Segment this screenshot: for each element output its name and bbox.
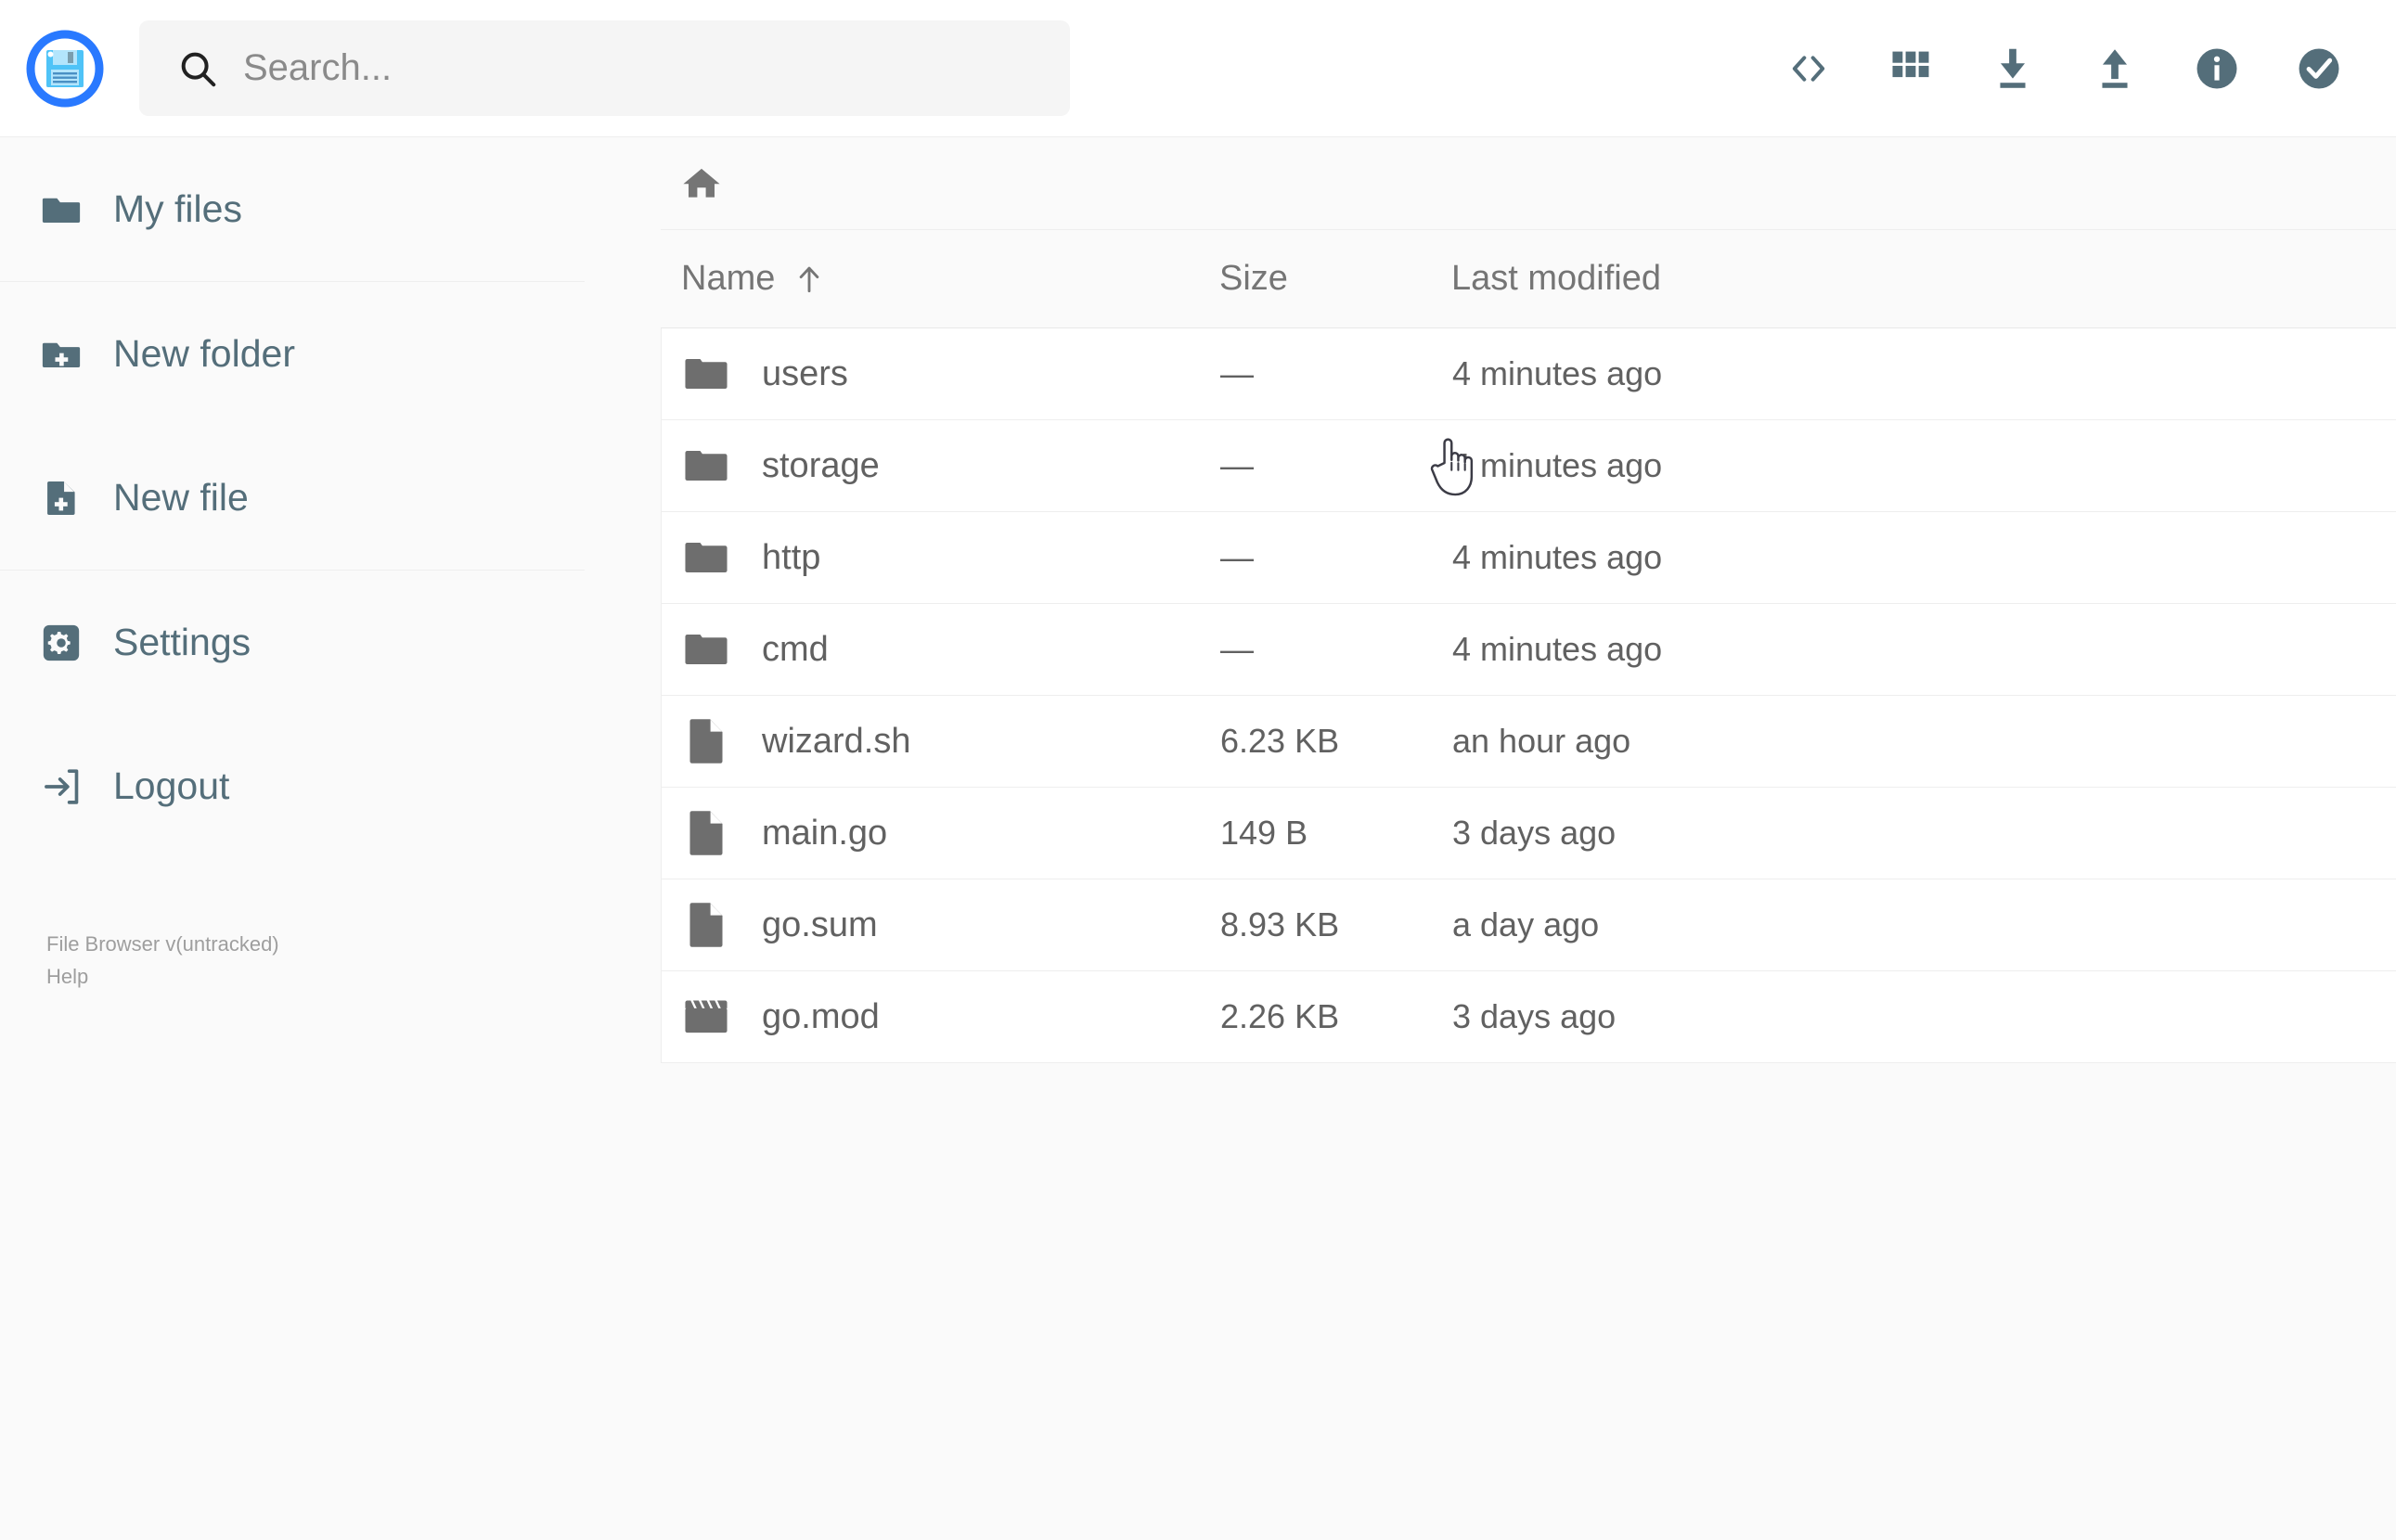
folder-icon (39, 187, 84, 232)
file-modified: 3 days ago (1452, 814, 1617, 852)
sidebar-item-label: New file (113, 476, 249, 519)
sidebar-item-label: Logout (113, 764, 230, 807)
column-header-modified[interactable]: Last modified (1451, 259, 1823, 299)
home-icon[interactable] (677, 160, 726, 208)
column-header-size[interactable]: Size (1219, 259, 1451, 299)
folder-icon (682, 440, 730, 492)
gear-icon (39, 621, 84, 665)
search-input[interactable] (243, 47, 1004, 89)
column-header-name-label: Name (681, 259, 776, 298)
column-header-modified-label: Last modified (1451, 259, 1662, 298)
file-name: users (762, 353, 848, 393)
sidebar-item-my-files[interactable]: My files (0, 137, 585, 281)
file-icon (682, 807, 730, 859)
table-row[interactable]: go.mod 2.26 KB 3 days ago (661, 971, 2396, 1063)
file-name: http (762, 537, 821, 577)
file-name: go.mod (762, 996, 880, 1036)
movie-clapper-icon (682, 991, 730, 1043)
sidebar-group-files: My files (0, 137, 585, 282)
sidebar-item-new-folder[interactable]: New folder (0, 282, 585, 426)
search-bar[interactable] (139, 20, 1070, 116)
file-modified: an hour ago (1452, 722, 1631, 760)
check-circle-icon[interactable] (2285, 34, 2353, 103)
file-size: 2.26 KB (1220, 997, 1340, 1035)
folder-icon (682, 348, 730, 400)
file-name: cmd (762, 629, 829, 669)
sidebar-group-create: New folder New file (0, 282, 585, 571)
version-label: File Browser v(untracked) (46, 932, 279, 956)
table-row[interactable]: http — 4 minutes ago (661, 512, 2396, 604)
file-size: 6.23 KB (1220, 722, 1340, 760)
file-name: go.sum (762, 905, 878, 944)
download-icon[interactable] (1978, 34, 2047, 103)
main-content: Name Size Last modified users — 4 minutes … (661, 137, 2396, 1540)
file-size: — (1220, 446, 1254, 484)
folder-icon (682, 623, 730, 675)
file-size: — (1220, 630, 1254, 668)
sidebar-item-label: My files (113, 187, 242, 230)
table-row[interactable]: cmd — 4 minutes ago (661, 604, 2396, 696)
file-size: — (1220, 354, 1254, 392)
file-name: storage (762, 445, 880, 485)
file-modified: 4 minutes ago (1452, 538, 1663, 576)
search-icon (176, 47, 219, 90)
table-row[interactable]: go.sum 8.93 KB a day ago (661, 879, 2396, 971)
sidebar-item-new-file[interactable]: New file (0, 426, 585, 570)
sidebar-group-account: Settings Logout (0, 571, 585, 858)
table-row[interactable]: main.go 149 B 3 days ago (661, 788, 2396, 879)
file-plus-icon (39, 476, 84, 520)
file-list: users — 4 minutes ago storage — 4 minutes ago… (661, 327, 2396, 1063)
table-row[interactable]: users — 4 minutes ago (661, 328, 2396, 420)
file-name: wizard.sh (762, 721, 911, 761)
sidebar-item-label: New folder (113, 332, 295, 375)
app-header (0, 0, 2396, 137)
sidebar: My files New folder (0, 137, 661, 1540)
code-brackets-icon[interactable] (1774, 34, 1843, 103)
file-modified: 3 days ago (1452, 997, 1617, 1035)
table-row[interactable]: wizard.sh 6.23 KB an hour ago (661, 696, 2396, 788)
folder-icon (682, 532, 730, 584)
table-row[interactable]: storage — 4 minutes ago (661, 420, 2396, 512)
sidebar-item-settings[interactable]: Settings (0, 571, 585, 714)
folder-plus-icon (39, 332, 84, 377)
floppy-disk-logo-icon[interactable] (20, 24, 109, 113)
sidebar-footer: File Browser v(untracked) Help (46, 928, 279, 993)
arrow-up-icon (792, 262, 827, 297)
file-size: 149 B (1220, 814, 1308, 852)
logout-icon (39, 764, 84, 809)
file-modified: 4 minutes ago (1452, 446, 1663, 484)
grid-view-icon[interactable] (1876, 34, 1945, 103)
header-action-bar (1741, 34, 2353, 103)
file-icon (682, 715, 730, 767)
breadcrumb (661, 137, 2396, 230)
upload-icon[interactable] (2080, 34, 2149, 103)
file-size: — (1220, 538, 1254, 576)
file-table-header: Name Size Last modified (661, 230, 2396, 327)
help-link[interactable]: Help (46, 965, 89, 989)
column-header-size-label: Size (1219, 259, 1288, 298)
file-modified: a day ago (1452, 905, 1600, 943)
sidebar-item-logout[interactable]: Logout (0, 714, 585, 858)
info-circle-icon[interactable] (2183, 34, 2251, 103)
file-modified: 4 minutes ago (1452, 354, 1663, 392)
sidebar-item-label: Settings (113, 621, 251, 663)
file-size: 8.93 KB (1220, 905, 1340, 943)
file-name: main.go (762, 813, 888, 853)
file-icon (682, 899, 730, 951)
file-modified: 4 minutes ago (1452, 630, 1663, 668)
column-header-name[interactable]: Name (681, 259, 1219, 299)
